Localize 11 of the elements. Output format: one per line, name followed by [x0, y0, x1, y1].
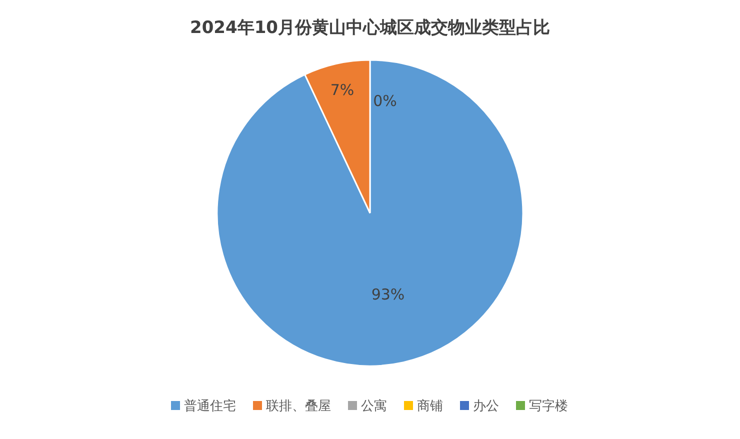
legend-label: 办公 — [473, 399, 499, 414]
legend-label: 普通住宅 — [184, 398, 236, 414]
data-label: 7% — [330, 81, 354, 100]
pie-slice — [216, 59, 524, 367]
data-label: 93% — [371, 286, 405, 304]
text: 0% — [373, 92, 397, 110]
legend-label: 联排、叠屋 — [266, 399, 331, 414]
legend-label: 公寓 — [361, 398, 387, 414]
chart-title: 2024年10月份黄山中心城区成交物业类型占比 — [190, 18, 550, 38]
legend-label: 写字楼 — [529, 398, 568, 414]
legend-label: 商铺 — [417, 399, 443, 414]
